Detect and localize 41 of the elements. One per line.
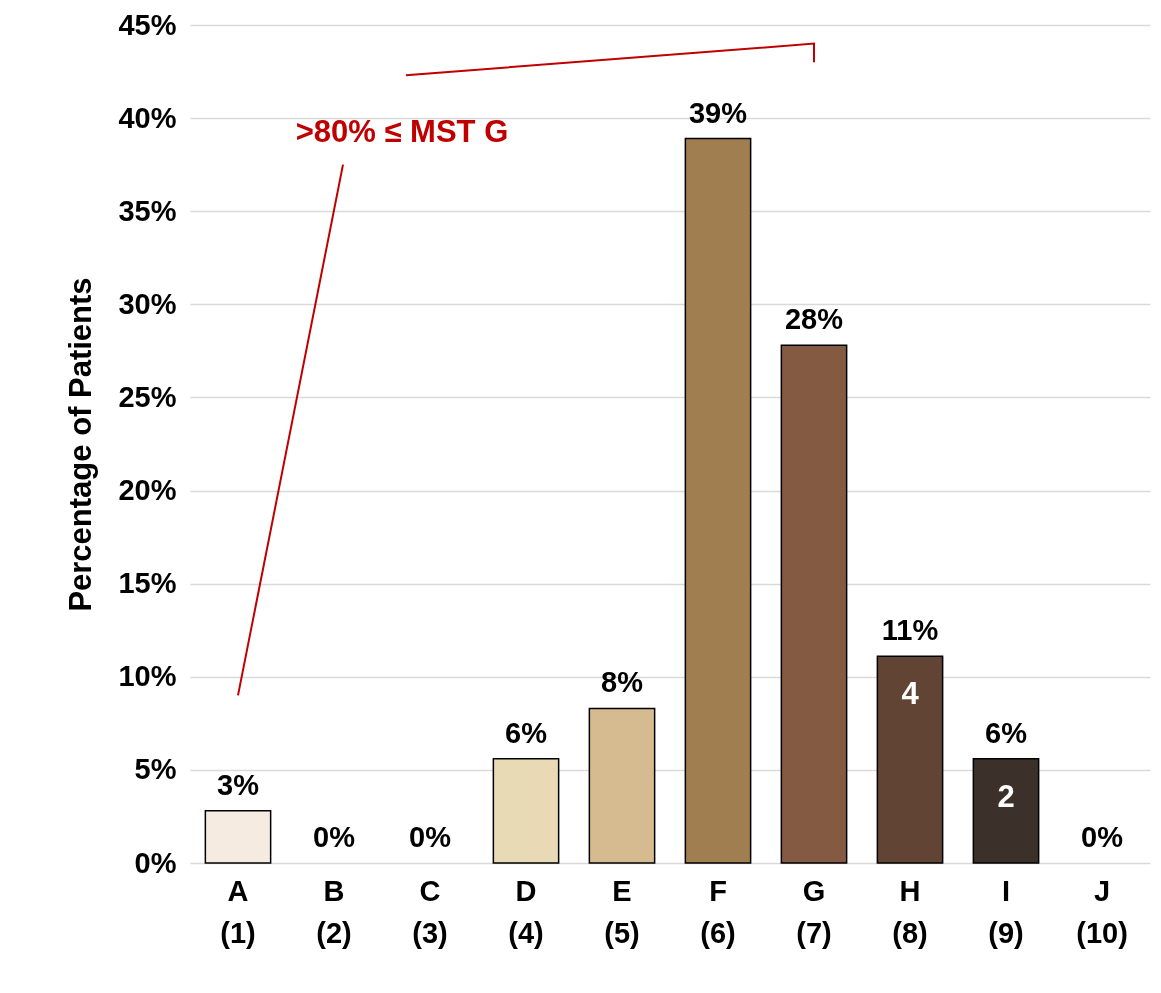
x-tick-label: G (7) (796, 874, 832, 949)
annotation: 4 (901, 676, 920, 711)
bar (876, 655, 944, 864)
bar (492, 757, 560, 864)
bar (684, 137, 752, 864)
annotation: >80% ≤ MST G (295, 114, 509, 149)
x-tick-label: B (2) (316, 874, 352, 949)
data-label: 3% (217, 768, 260, 801)
bar (972, 757, 1040, 864)
x-tick-label: A (1) (220, 874, 256, 949)
data-label: 0% (313, 821, 356, 853)
data-label: 28% (784, 303, 844, 336)
y-tick-label: 30% (118, 287, 177, 320)
x-tick-label: E (5) (604, 874, 640, 949)
x-tick-label: D (4) (508, 874, 544, 949)
data-label: 11% (881, 614, 939, 647)
data-label: 8% (601, 666, 644, 699)
y-tick-label: 20% (118, 474, 177, 507)
y-tick-label: 45% (118, 8, 177, 41)
y-tick-label: 35% (118, 194, 177, 227)
x-tick-label: C (3) (412, 874, 448, 949)
data-label: 6% (985, 716, 1028, 749)
data-label: 6% (505, 716, 548, 749)
data-label: 0% (1081, 821, 1124, 853)
annotation: 2 (997, 779, 1015, 814)
bar (588, 707, 656, 864)
y-tick-label: 0% (134, 846, 177, 879)
y-tick-label: 40% (118, 101, 177, 134)
x-tick-label: J (10) (1076, 874, 1128, 949)
x-tick-label: I (9) (988, 874, 1024, 949)
x-tick-label: H (8) (892, 874, 928, 949)
bar (204, 810, 272, 864)
x-tick-label: F (6) (700, 874, 736, 949)
data-label: 39% (688, 96, 748, 129)
data-label: 0% (409, 821, 452, 853)
y-tick-label: 15% (118, 567, 177, 600)
y-tick-label: 25% (118, 380, 177, 413)
y-tick-label: 5% (134, 753, 177, 786)
y-axis-title: Percentage of Patients (63, 277, 99, 612)
bar (780, 344, 848, 864)
y-tick-label: 10% (118, 660, 177, 693)
